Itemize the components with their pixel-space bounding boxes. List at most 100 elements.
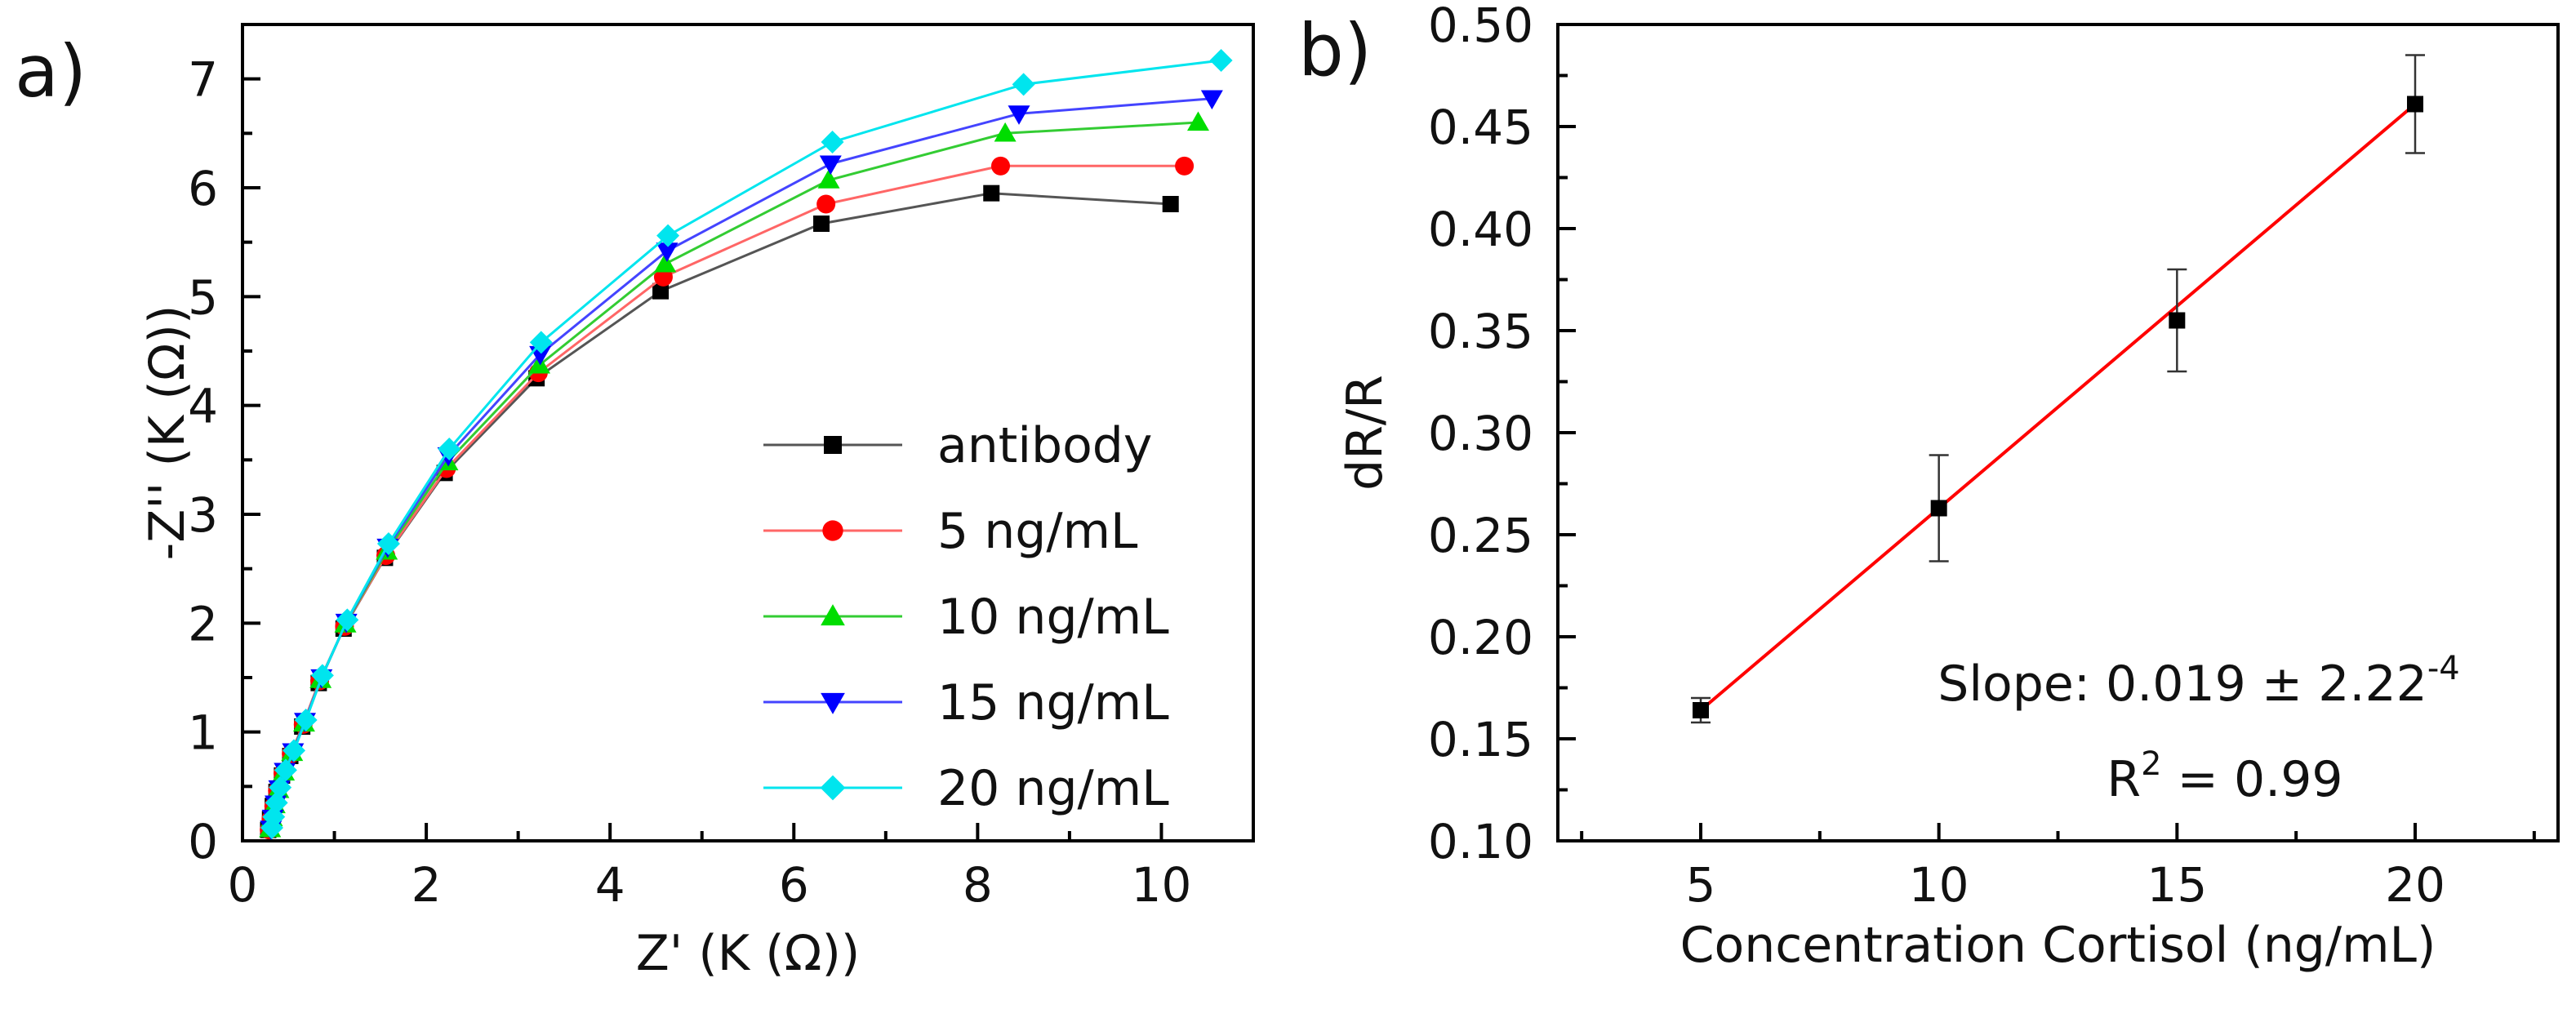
panel-a-y-axis-title: -Z'' (K (Ω)) [139, 305, 196, 561]
legend-entry: 20 ng/mL [763, 760, 1169, 817]
data-point [1162, 196, 1179, 212]
data-point [2407, 96, 2423, 113]
series-20-ng-ml [260, 49, 1233, 839]
series-5-ng-ml [260, 156, 1195, 840]
data-point [310, 664, 334, 687]
panel-b-y-tick-label: 0.25 [1428, 508, 1533, 563]
r2-exponent: 2 [2141, 745, 2161, 783]
r2-value: = 0.99 [2162, 751, 2343, 808]
data-point [817, 169, 840, 189]
data-point [653, 267, 673, 287]
data-point [294, 709, 318, 731]
slope-exponent: -4 [2427, 650, 2460, 687]
panel-b-y-tick-label: 0.15 [1428, 712, 1533, 767]
data-point [528, 353, 551, 374]
panel-b-x-tick-label: 10 [1909, 857, 1969, 913]
panel-a-y-tick-label: 7 [188, 52, 218, 108]
data-point [265, 791, 288, 815]
r-squared-annotation: R2 = 0.99 [2107, 745, 2342, 808]
legend-entry: 10 ng/mL [763, 589, 1169, 646]
data-point [1200, 90, 1223, 110]
data-point [274, 758, 297, 782]
panel-a-x-axis-title: Z' (K (Ω)) [636, 925, 861, 982]
data-point [269, 776, 292, 799]
data-point [438, 438, 461, 460]
legend-label: 5 ng/mL [937, 503, 1138, 560]
panel-a-y-tick-label: 2 [188, 596, 218, 651]
panel-a-plot-frame [241, 23, 1255, 842]
legend-label: antibody [937, 417, 1152, 474]
data-point [656, 224, 680, 247]
legend-entry: antibody [763, 417, 1152, 474]
legend-marker [824, 436, 842, 454]
data-point [2169, 312, 2186, 329]
slope-annotation: Slope: 0.019 ± 2.22-4 [1938, 650, 2459, 713]
data-point [283, 739, 306, 762]
data-point [991, 156, 1010, 176]
data-point [1175, 156, 1195, 176]
data-point [654, 252, 677, 273]
data-point [816, 194, 836, 214]
panel-a-y-tick-label: 6 [188, 161, 218, 216]
panel-a-legend: antibody 5 ng/mL 10 ng/mL 15 ng/mL 20 ng/mL [763, 417, 1169, 817]
data-point [656, 242, 678, 262]
data-point [813, 216, 830, 232]
panel-b-y-tick-label: 0.20 [1428, 610, 1533, 665]
panel-a-x-tick-label: 8 [963, 857, 993, 913]
data-point [819, 155, 842, 176]
panel-b-y-tick-label: 0.40 [1428, 202, 1533, 257]
data-point [1008, 105, 1030, 125]
panel-b-label: b) [1298, 8, 1372, 92]
panel-a-y-tick-label: 4 [188, 379, 218, 434]
panel-b-y-axis-title: dR/R [1337, 375, 1394, 491]
panel-a-y-tick-label: 1 [188, 705, 218, 761]
panel-a-y-tick-label: 5 [188, 269, 218, 325]
panel-b-y-tick-label: 0.50 [1428, 0, 1533, 53]
data-point [1209, 49, 1233, 72]
r2-text: R [2107, 751, 2141, 808]
panel-a-y-tick-label: 3 [188, 487, 218, 543]
data-point [1930, 500, 1947, 517]
data-point [1186, 111, 1209, 131]
panel-b-data-group [1691, 54, 2425, 724]
panel-a-x-tick-label: 6 [779, 857, 809, 913]
panel-a-x-tick-label: 4 [595, 857, 625, 913]
panel-b-x-tick-label: 20 [2385, 857, 2445, 913]
panel-b-x-axis-title: Concentration Cortisol (ng/mL) [1680, 917, 2436, 974]
panel-a-x-tick-label: 2 [412, 857, 442, 913]
legend-label: 20 ng/mL [937, 760, 1169, 817]
data-point [821, 131, 844, 153]
data-point [1693, 702, 1709, 718]
panel-b-x-tick-label: 5 [1686, 857, 1716, 913]
legend-entry: 5 ng/mL [763, 503, 1138, 560]
panel-b-y-tick-label: 0.35 [1428, 304, 1533, 359]
panel-a-series-group [259, 49, 1233, 840]
panel-a-y-tick-label: 0 [188, 814, 218, 869]
panel-b-y-tick-label: 0.45 [1428, 100, 1533, 155]
panel-a-x-tick-label: 10 [1132, 857, 1192, 913]
legend-entry: 15 ng/mL [763, 674, 1169, 731]
data-point [529, 331, 553, 354]
data-point [336, 608, 359, 632]
panel-b-calibration-plot: b) Concentration Cortisol (ng/mL) dR/R 5… [1298, 0, 2560, 974]
panel-a-nyquist-plot: a) Z' (K (Ω)) -Z'' (K (Ω)) 0 2 4 6 8 10 0 1 2 3 4 5… [15, 23, 1255, 982]
panel-b-y-tick-label: 0.10 [1428, 814, 1533, 869]
panel-a-label: a) [15, 29, 87, 113]
data-point [983, 184, 1000, 202]
legend-marker [820, 775, 846, 801]
legend-label: 10 ng/mL [937, 589, 1169, 646]
legend-label: 15 ng/mL [937, 674, 1169, 731]
panel-b-x-tick-label: 15 [2147, 857, 2207, 913]
data-point [652, 282, 670, 300]
panel-b-y-tick-label: 0.30 [1428, 406, 1533, 461]
data-point [1012, 73, 1035, 96]
linear-fit-line [1699, 102, 2417, 712]
data-point [376, 532, 400, 555]
legend-marker [822, 520, 843, 541]
panel-a-x-tick-label: 0 [228, 857, 258, 913]
panel-b-axes: 5 10 15 20 0.10 0.15 0.20 0.25 0.30 0.35 0.40 0.45 0… [1428, 0, 2560, 913]
slope-text: Slope: 0.019 ± 2.22 [1938, 656, 2427, 713]
legend-marker [821, 692, 845, 714]
data-point [994, 122, 1017, 142]
